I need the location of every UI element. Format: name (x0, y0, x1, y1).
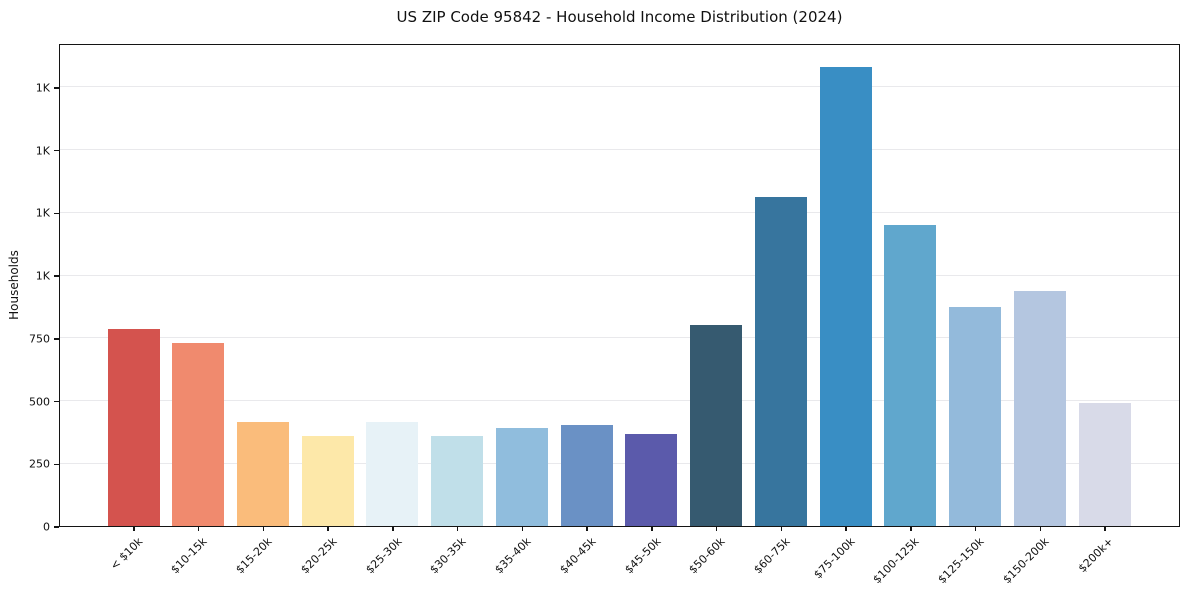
grid-line (60, 149, 1179, 151)
x-tick-mark (197, 527, 200, 531)
x-tick-mark (780, 527, 783, 531)
y-tick-label: 500 (29, 395, 50, 409)
x-tick-label: $150-200k (1000, 535, 1052, 587)
x-tick-mark (521, 527, 524, 531)
x-tick-mark (910, 527, 912, 531)
y-axis-label: Households (7, 250, 21, 320)
chart-title: US ZIP Code 95842 - Household Income Dis… (396, 8, 843, 26)
y-tick-label: 1K (35, 269, 50, 283)
bar-$150-200k (1013, 291, 1066, 526)
x-tick-mark (715, 527, 718, 531)
x-tick-label: $100-125k (870, 535, 923, 587)
x-tick-label: $30-35k (427, 535, 469, 577)
y-tick-label: 1K (35, 144, 50, 158)
x-tick-label: $60-75k (751, 535, 793, 577)
bar-$45-50k (625, 433, 678, 526)
y-tick-mark (54, 87, 59, 89)
x-tick-label: $20-25k (298, 535, 340, 577)
bar-$10-15k (172, 342, 225, 526)
y-tick-mark (54, 275, 59, 277)
x-tick-label: $125-150k (935, 535, 987, 587)
bar-$40-45k (560, 424, 613, 526)
bar-$15-20k (236, 422, 289, 526)
bar-$50-60k (690, 325, 743, 526)
x-tick-mark (133, 527, 135, 531)
grid-line (60, 274, 1179, 276)
bar-$60-75k (754, 196, 807, 526)
grid-line (60, 337, 1179, 339)
x-tick-mark (392, 527, 394, 531)
bar-$20-25k (301, 436, 354, 526)
x-tick-label: $50-60k (686, 535, 728, 577)
x-tick-mark (456, 527, 459, 531)
x-tick-label: $25-30k (362, 535, 405, 577)
bar-$100-125k (884, 225, 937, 526)
y-tick-mark (54, 400, 59, 403)
x-tick-label: < $10k (107, 535, 146, 573)
x-tick-label: $10-15k (168, 535, 210, 577)
x-tick-label: $75-100k (811, 535, 858, 582)
x-tick-mark (262, 527, 265, 531)
y-tick-mark (54, 149, 59, 152)
grid-line (60, 400, 1179, 402)
x-tick-mark (1104, 527, 1106, 531)
bar-$25-30k (366, 421, 419, 526)
x-tick-label: $15-20k (233, 535, 275, 577)
y-tick-label: 1K (35, 206, 50, 220)
y-tick-mark (54, 212, 59, 215)
bar-$35-40k (495, 427, 548, 526)
bar-$30-35k (431, 436, 484, 526)
x-tick-mark (651, 527, 653, 531)
x-tick-mark (1039, 527, 1042, 531)
x-tick-label: $40-45k (557, 535, 599, 577)
grid-line (60, 86, 1179, 88)
y-tick-mark (54, 338, 59, 340)
y-tick-mark (54, 526, 59, 528)
x-tick-mark (586, 527, 588, 531)
grid-line (60, 211, 1179, 213)
x-tick-mark (845, 527, 847, 531)
x-tick-mark (327, 527, 329, 531)
grid-line (60, 462, 1179, 464)
y-tick-label: 250 (29, 457, 50, 471)
y-tick-mark (54, 463, 59, 466)
bar-< $10k (107, 328, 160, 526)
bar-$75-100k (819, 66, 872, 526)
plot-area (59, 44, 1180, 527)
x-tick-label: $45-50k (621, 535, 664, 577)
y-tick-label: 0 (43, 520, 50, 534)
bar-$200k+ (1078, 403, 1131, 526)
bar-$125-150k (949, 307, 1002, 526)
y-tick-label: 750 (29, 332, 50, 346)
x-tick-label: $35-40k (492, 535, 534, 577)
y-tick-label: 1K (35, 81, 50, 95)
x-tick-label: $200k+ (1076, 535, 1117, 576)
x-tick-mark (974, 527, 977, 531)
